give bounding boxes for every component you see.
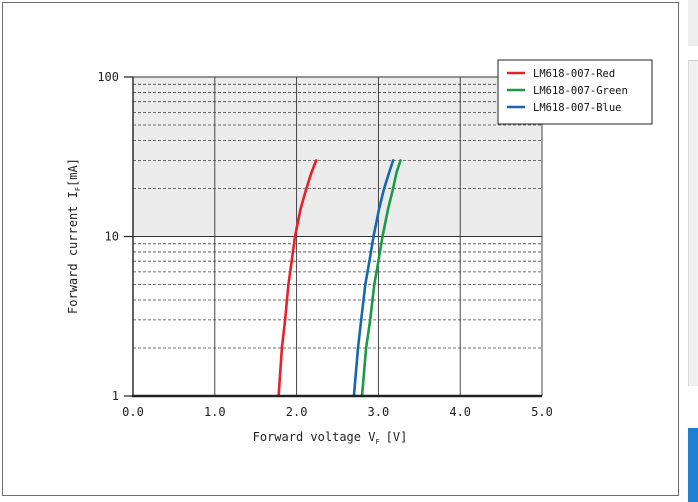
- tick-labels: 0.0 1.0 2.0 3.0 4.0 5.0 1 10 100: [97, 70, 553, 419]
- series-line-3: [352, 159, 395, 398]
- legend: LM618-007-Red LM618-007-Green LM618-007-Bl…: [497, 59, 653, 125]
- x-tick-label: 0.0: [122, 405, 144, 419]
- series-layer: [277, 159, 402, 398]
- x-tick-label: 4.0: [449, 405, 471, 419]
- y-tick-label: 1: [112, 389, 119, 403]
- x-tick-label: 5.0: [531, 405, 553, 419]
- series-line-2: [360, 159, 402, 398]
- edge-strip-accent: [688, 428, 698, 502]
- x-tick-label: 3.0: [368, 405, 390, 419]
- edge-strip-top: [688, 0, 698, 46]
- minor-grid: [133, 83, 542, 349]
- y-tick-label: 100: [97, 70, 119, 84]
- y-axis-title-unit: [mA]: [66, 158, 80, 187]
- series-line-1: [277, 159, 318, 398]
- shaded-band: [133, 77, 542, 237]
- x-tick-label: 1.0: [204, 405, 226, 419]
- y-tick-label: 10: [105, 230, 119, 244]
- x-axis-title-unit: [V]: [386, 430, 408, 444]
- legend-box: [497, 59, 653, 125]
- y-axis-title: Forward current IF[mA]: [66, 158, 82, 314]
- legend-label-2: LM618-007-Green: [533, 85, 628, 97]
- x-axis-title: Forward voltage VF [V]: [253, 430, 408, 446]
- x-axis-title-text: Forward voltage V: [253, 430, 376, 444]
- y-axis-title-subscript: F: [74, 187, 82, 191]
- edge-strip-mid: [688, 60, 698, 386]
- right-edge-panel: [688, 0, 698, 502]
- legend-label-3: LM618-007-Blue: [533, 102, 622, 114]
- x-axis-title-subscript: F: [375, 438, 379, 446]
- x-tick-label: 2.0: [286, 405, 308, 419]
- y-axis-title-text: Forward current I: [66, 191, 80, 314]
- axes-layer: [124, 76, 542, 398]
- legend-label-1: LM618-007-Red: [533, 68, 615, 80]
